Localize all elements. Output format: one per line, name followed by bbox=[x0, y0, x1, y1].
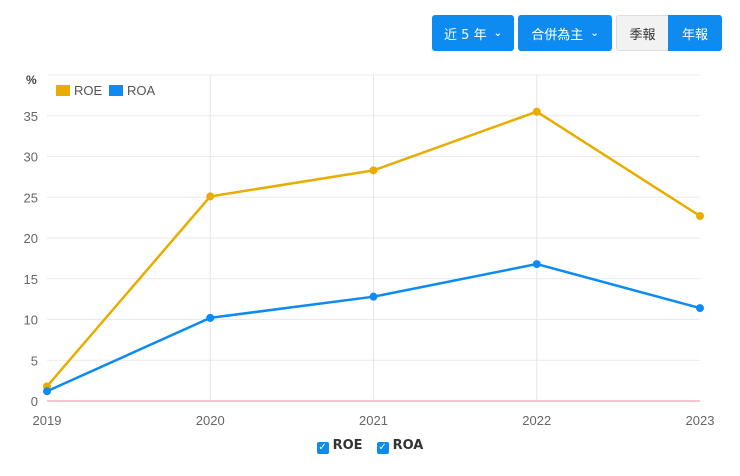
data-point-roe bbox=[206, 192, 215, 201]
x-tick-label: 2023 bbox=[686, 413, 715, 428]
x-tick-label: 2022 bbox=[522, 413, 551, 428]
data-point-roa bbox=[43, 387, 51, 396]
data-point-roa bbox=[369, 292, 378, 301]
line-chart: % 0 5 10 15 20 25 30 35 2019 2020 2021 2022 2023 ROE… bbox=[24, 73, 715, 428]
checkbox-checked-icon[interactable]: ✓ bbox=[376, 442, 389, 454]
period-label: 近 5 年 bbox=[444, 27, 487, 43]
y-tick-label: 20 bbox=[24, 231, 38, 246]
period-dropdown[interactable]: 近 5 年 ⌄ bbox=[432, 15, 514, 51]
y-tick-label: 15 bbox=[24, 272, 38, 287]
y-tick-label: 5 bbox=[31, 353, 38, 368]
chevron-down-icon: ⌄ bbox=[590, 27, 599, 39]
chevron-down-icon: ⌄ bbox=[493, 27, 502, 39]
x-tick-label: 2021 bbox=[359, 413, 388, 428]
toggle-roe[interactable]: ✓ ROE bbox=[316, 438, 363, 454]
y-tick-label: 25 bbox=[24, 190, 38, 205]
scope-label: 合併為主 bbox=[531, 27, 584, 43]
legend-label-roa: ROA bbox=[127, 83, 156, 98]
legend-swatch-roa bbox=[109, 85, 123, 96]
data-point-roa bbox=[532, 260, 541, 269]
data-point-roe bbox=[369, 166, 378, 175]
toggle-roe-label: ROE bbox=[332, 438, 363, 453]
y-tick-label: 35 bbox=[24, 109, 38, 124]
checkbox-checked-icon[interactable]: ✓ bbox=[316, 442, 329, 454]
y-tick-label: 30 bbox=[24, 150, 38, 165]
y-tick-label: 10 bbox=[24, 313, 38, 328]
toggle-roa-label: ROA bbox=[392, 438, 424, 453]
x-tick-label: 2019 bbox=[33, 413, 62, 428]
x-tick-label: 2020 bbox=[196, 413, 225, 428]
data-point-roa bbox=[206, 313, 215, 322]
data-point-roa bbox=[696, 304, 704, 313]
annual-button[interactable]: 年報 bbox=[668, 15, 722, 51]
data-point-roe bbox=[532, 107, 541, 116]
legend: ROE ROA bbox=[56, 83, 156, 98]
series-toggles: ✓ ROE ✓ ROA bbox=[0, 438, 740, 454]
y-axis-unit: % bbox=[26, 73, 37, 87]
y-tick-label: 0 bbox=[31, 394, 38, 409]
legend-label-roe: ROE bbox=[74, 83, 103, 98]
legend-swatch-roe bbox=[56, 85, 70, 96]
scope-dropdown[interactable]: 合併為主 ⌄ bbox=[518, 15, 612, 51]
data-point-roe bbox=[696, 211, 704, 220]
toggle-roa[interactable]: ✓ ROA bbox=[376, 438, 424, 454]
